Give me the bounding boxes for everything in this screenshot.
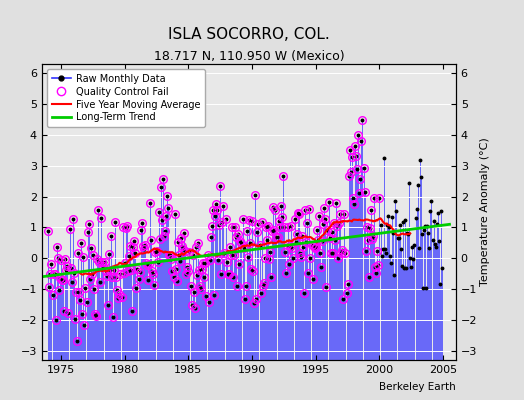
Text: Berkeley Earth: Berkeley Earth xyxy=(379,382,456,392)
Y-axis label: Temperature Anomaly (°C): Temperature Anomaly (°C) xyxy=(480,138,490,286)
Text: 18.717 N, 110.950 W (Mexico): 18.717 N, 110.950 W (Mexico) xyxy=(154,50,344,63)
Title: ISLA SOCORRO, COL.: ISLA SOCORRO, COL. xyxy=(168,27,330,42)
Legend: Raw Monthly Data, Quality Control Fail, Five Year Moving Average, Long-Term Tren: Raw Monthly Data, Quality Control Fail, … xyxy=(47,69,205,127)
